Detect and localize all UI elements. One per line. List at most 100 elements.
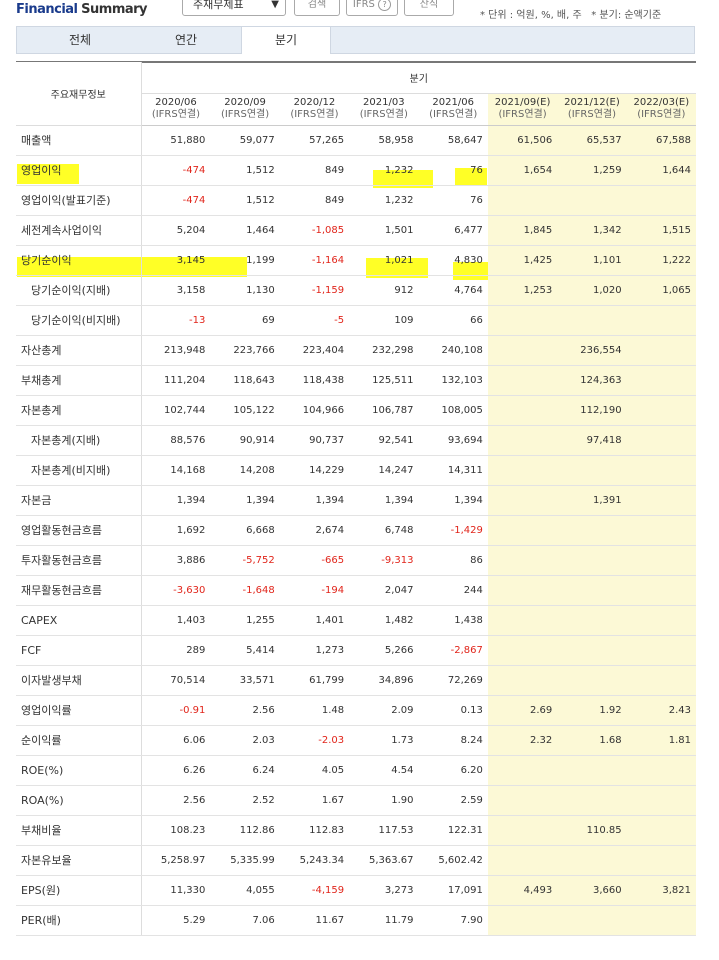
table-cell [557,785,627,816]
table-cell: -474 [141,155,211,186]
table-cell: 1,644 [626,155,696,186]
table-cell: 2.32 [487,725,558,756]
table-cell: 7.06 [210,905,280,936]
table-cell: 1,464 [210,215,280,246]
table-row: 재무활동현금흐름 -3,630 -1,648 -194 2,047 244 [16,575,696,606]
table-cell: 17,091 [418,875,488,906]
table-cell [487,575,558,606]
table-cell: 34,896 [349,665,419,696]
table-cell [626,305,696,336]
table-cell: 11.79 [349,905,419,936]
row-label: 이자발생부채 [16,665,142,696]
table-cell: 8.24 [418,725,488,756]
unit-text: * 단위 : 억원, %, 배, 주 [480,10,582,21]
section-title: Financial Summary [16,2,148,17]
table-cell [557,305,627,336]
table-cell: -1,085 [279,215,350,246]
table-cell: 1,512 [210,155,280,186]
table-cell: 132,103 [418,365,488,396]
table-cell [487,485,558,516]
table-cell: 1,199 [210,245,280,276]
table-row: 순이익률 6.06 2.03 -2.03 1.73 8.24 2.32 1.68 1.81 [16,725,696,756]
search-button[interactable]: 검색 [294,0,340,16]
column-basis: (IFRS연결) [220,109,270,120]
tab-quarter[interactable]: 분기 [241,26,331,54]
table-cell: 65,537 [557,125,627,156]
table-cell: 1,394 [210,485,280,516]
column-period: 2021/03 [363,97,405,108]
table-cell: 122.31 [418,815,488,846]
table-row: 자본총계 102,744 105,122 104,966 106,787 108,005 1… [16,395,696,426]
table-cell: 4,055 [210,875,280,906]
statement-select[interactable]: 주재무제표 ▼ [182,0,286,16]
table-cell [487,635,558,666]
table-cell: 1,401 [279,605,350,636]
financial-summary-table: 주요재무정보 분기 2020/06 (IFRS연결) 2020/09 (IFRS연결)… [16,62,696,936]
table-cell [626,515,696,546]
table-cell: 3,145 [141,245,211,276]
tab-all[interactable]: 전체 [68,33,92,47]
table-cell: 1,482 [349,605,419,636]
row-label: 영업이익(발표기준) [16,185,142,216]
table-cell: 14,229 [279,455,350,486]
table-cell: 289 [141,635,211,666]
table-row: FCF 289 5,414 1,273 5,266 -2,867 [16,635,696,666]
table-cell: 6.06 [141,725,211,756]
table-cell: 849 [279,155,350,186]
column-header: 2020/09 (IFRS연결) [210,93,280,126]
table-cell: 4,493 [487,875,558,906]
row-label: ROE(%) [16,755,142,786]
table-cell: 1,273 [279,635,350,666]
quarter-basis-text: * 분기: 순액기준 [591,10,662,21]
corner-label: 주요재무정보 [16,62,142,126]
table-cell: 1,342 [557,215,627,246]
row-label: 영업이익률 [16,695,142,726]
table-cell [626,815,696,846]
table-header-row: 주요재무정보 분기 [16,62,696,126]
column-basis: (IFRS연결) [429,109,478,120]
table-cell: 1.73 [349,725,419,756]
formula-button[interactable]: 산식 [404,0,454,16]
table-cell [626,635,696,666]
column-period: 2022/03(E) [633,97,690,108]
row-label: 당기순이익 [16,245,142,276]
table-row: 당기순이익(비지배) -13 69 -5 109 66 [16,305,696,336]
column-basis: (IFRS연결) [637,109,686,120]
row-label: 영업이익 [16,155,142,186]
table-cell: 5,204 [141,215,211,246]
table-cell: 118,438 [279,365,350,396]
table-cell: 1,253 [487,275,558,306]
table-cell: 5,363.67 [349,845,419,876]
column-period: 2020/12 [293,97,336,108]
tab-annual[interactable]: 연간 [174,33,198,47]
table-cell [626,395,696,426]
column-period: 2021/09(E) [494,97,551,108]
table-cell: 232,298 [349,335,419,366]
table-cell: 14,247 [349,455,419,486]
chevron-down-icon: ▼ [271,0,279,10]
table-cell: -474 [141,185,211,216]
table-cell [626,425,696,456]
ifrs-help-button[interactable]: IFRS ? [346,0,398,16]
table-cell: 14,208 [210,455,280,486]
table-cell: 1.90 [349,785,419,816]
table-cell: 1,101 [557,245,627,276]
table-cell: 6,477 [418,215,488,246]
table-row: 부채총계 111,204 118,643 118,438 125,511 132,103 1… [16,365,696,396]
table-cell: -194 [279,575,350,606]
table-cell: 1.68 [557,725,627,756]
table-cell: 2,674 [279,515,350,546]
title-suffix: Summary [81,2,148,17]
row-label: 자본총계(비지배) [16,455,142,486]
table-cell: 61,799 [279,665,350,696]
table-cell: 223,404 [279,335,350,366]
table-cell: 4.54 [349,755,419,786]
column-period: 2020/09 [224,97,266,108]
table-cell: 236,554 [557,335,627,366]
column-basis: (IFRS연결) [151,109,201,120]
table-cell [557,545,627,576]
table-row: 매출액 51,880 59,077 57,265 58,958 58,647 61,506 6… [16,125,696,156]
table-cell: -1,159 [279,275,350,306]
table-cell [557,185,627,216]
row-label: 자본금 [16,485,142,516]
